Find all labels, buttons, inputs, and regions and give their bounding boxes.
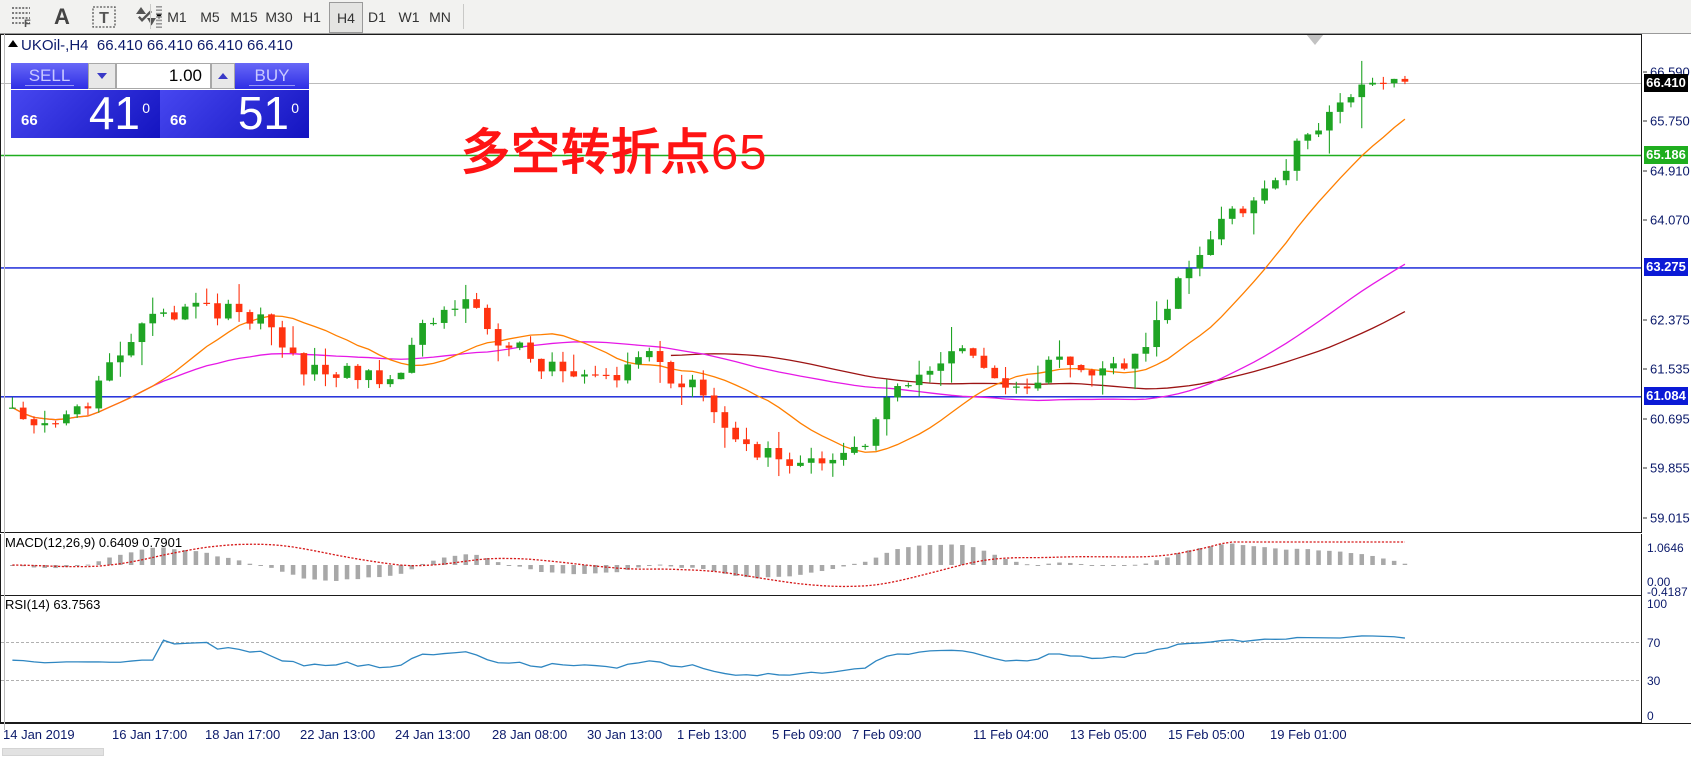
svg-text:T: T — [99, 10, 109, 27]
svg-text:F: F — [24, 18, 31, 27]
